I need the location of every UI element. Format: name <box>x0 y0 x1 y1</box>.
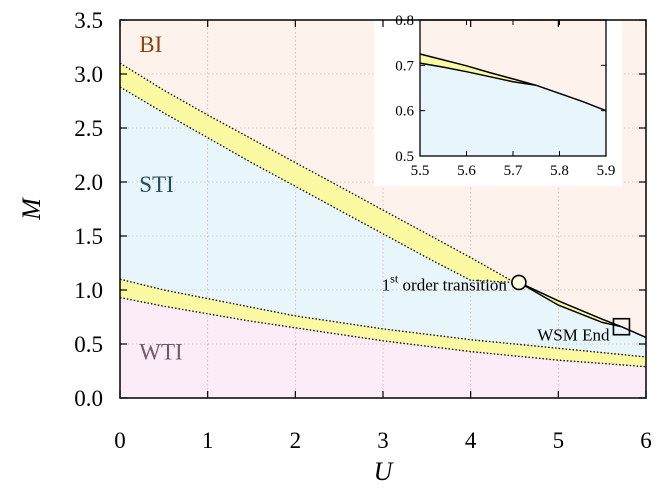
lower-band-bottom-edge <box>120 296 646 368</box>
region-label-bi: BI <box>139 32 162 57</box>
wti-region <box>120 297 646 398</box>
y-axis-label: M <box>17 197 46 221</box>
first-order-transition-label: 1st order transition <box>382 271 508 294</box>
tail-line <box>621 326 646 339</box>
wsm-end-marker <box>612 317 631 336</box>
inset-x-tick-label: 5.5 <box>411 163 430 179</box>
annotation-text: order transition <box>398 275 507 294</box>
first-order-line-bottom <box>518 281 622 328</box>
inset-band-top-line <box>419 53 537 87</box>
x-tick-label: 1 <box>202 428 214 453</box>
y-tick-label: 3.5 <box>74 8 103 33</box>
y-tick-label: 1.0 <box>74 278 103 303</box>
region-label-wti: WTI <box>139 340 182 365</box>
inset-line <box>535 84 607 112</box>
grid-lines <box>120 20 646 398</box>
inset-y-tick-label: 0.7 <box>395 58 414 74</box>
inset-band-bottom-line <box>419 62 537 87</box>
y-tick-label: 0.0 <box>74 386 103 411</box>
region-labels: BI STI WTI <box>139 32 182 365</box>
y-tick-label: 1.5 <box>74 224 103 249</box>
annotation-ordinal: 1 <box>382 275 391 294</box>
y-tick-label: 2.0 <box>74 170 103 195</box>
first-order-transition-marker <box>511 274 527 291</box>
wsm-end-label: WSM End <box>537 326 610 345</box>
annotation-superscript: st <box>390 271 399 285</box>
upper-band-top-edge <box>120 62 519 284</box>
inset-x-tick-label: 5.8 <box>550 163 569 179</box>
transition-markers: 1st order transition WSM End <box>382 271 631 345</box>
first-order-line-top <box>518 281 622 328</box>
upper-band-bottom-edge <box>120 86 519 284</box>
inset-y-tick-label: 0.8 <box>395 13 414 29</box>
inset-x-tick-label: 5.9 <box>597 163 616 179</box>
inset-plot: 5.5 5.6 5.7 5.8 5.9 0.5 0.6 0.7 0.8 <box>374 13 622 186</box>
y-tick-label: 3.0 <box>74 62 103 87</box>
y-tick-label: 2.5 <box>74 116 103 141</box>
x-axis-label: U <box>374 457 395 486</box>
inset-x-tick-label: 5.6 <box>457 163 476 179</box>
sti-region <box>120 87 646 357</box>
phase-boundary-bands <box>120 62 646 368</box>
x-tick-label: 0 <box>114 428 126 453</box>
axis-ticks: 0 1 2 3 4 5 6 0.0 0.5 1.0 1.5 2.0 2.5 3.0 3.5 <box>74 8 652 453</box>
inset-y-tick-label: 0.5 <box>395 149 414 165</box>
inset-x-tick-label: 5.7 <box>504 163 523 179</box>
x-tick-label: 4 <box>465 428 477 453</box>
lower-band-fill <box>120 279 646 367</box>
y-tick-label: 0.5 <box>74 332 103 357</box>
x-tick-label: 5 <box>553 428 565 453</box>
x-tick-label: 2 <box>290 428 302 453</box>
region-label-sti: STI <box>139 172 174 197</box>
inset-sti-region <box>420 63 606 156</box>
x-tick-label: 3 <box>377 428 389 453</box>
x-tick-label: 6 <box>640 428 652 453</box>
inset-y-tick-label: 0.6 <box>395 104 414 120</box>
